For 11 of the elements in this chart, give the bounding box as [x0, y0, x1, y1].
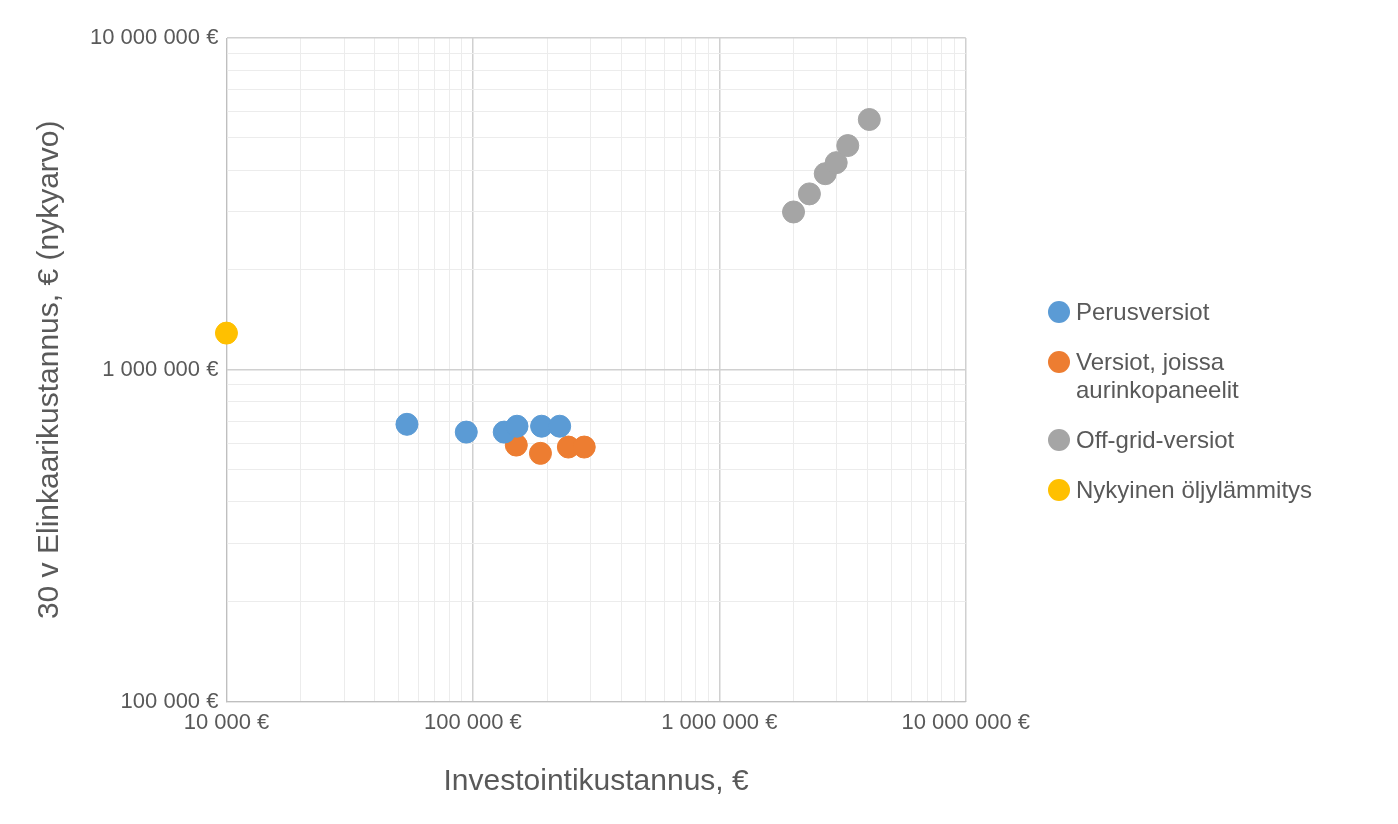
x-tick-label: 10 000 000 €	[901, 708, 1031, 734]
legend-label: Perusversiot	[1076, 298, 1210, 326]
legend-label: Off-grid-versiot	[1076, 426, 1235, 454]
x-tick-label: 1 000 000 €	[661, 708, 778, 734]
x-tick-label: 100 000 €	[423, 708, 522, 734]
y-tick-label: 1 000 000 €	[102, 355, 219, 381]
x-axis-title: Investointikustannus, €	[443, 763, 750, 797]
y-axis-title: 30 v Elinkaarikustannus, € (nykyarvo)	[31, 120, 65, 620]
legend-label: Nykyinen öljylämmitys	[1076, 476, 1313, 504]
y-tick-label: 10 000 000 €	[89, 24, 219, 50]
legend-label: Versiot, joissa aurinkopaneelit	[1076, 348, 1240, 404]
